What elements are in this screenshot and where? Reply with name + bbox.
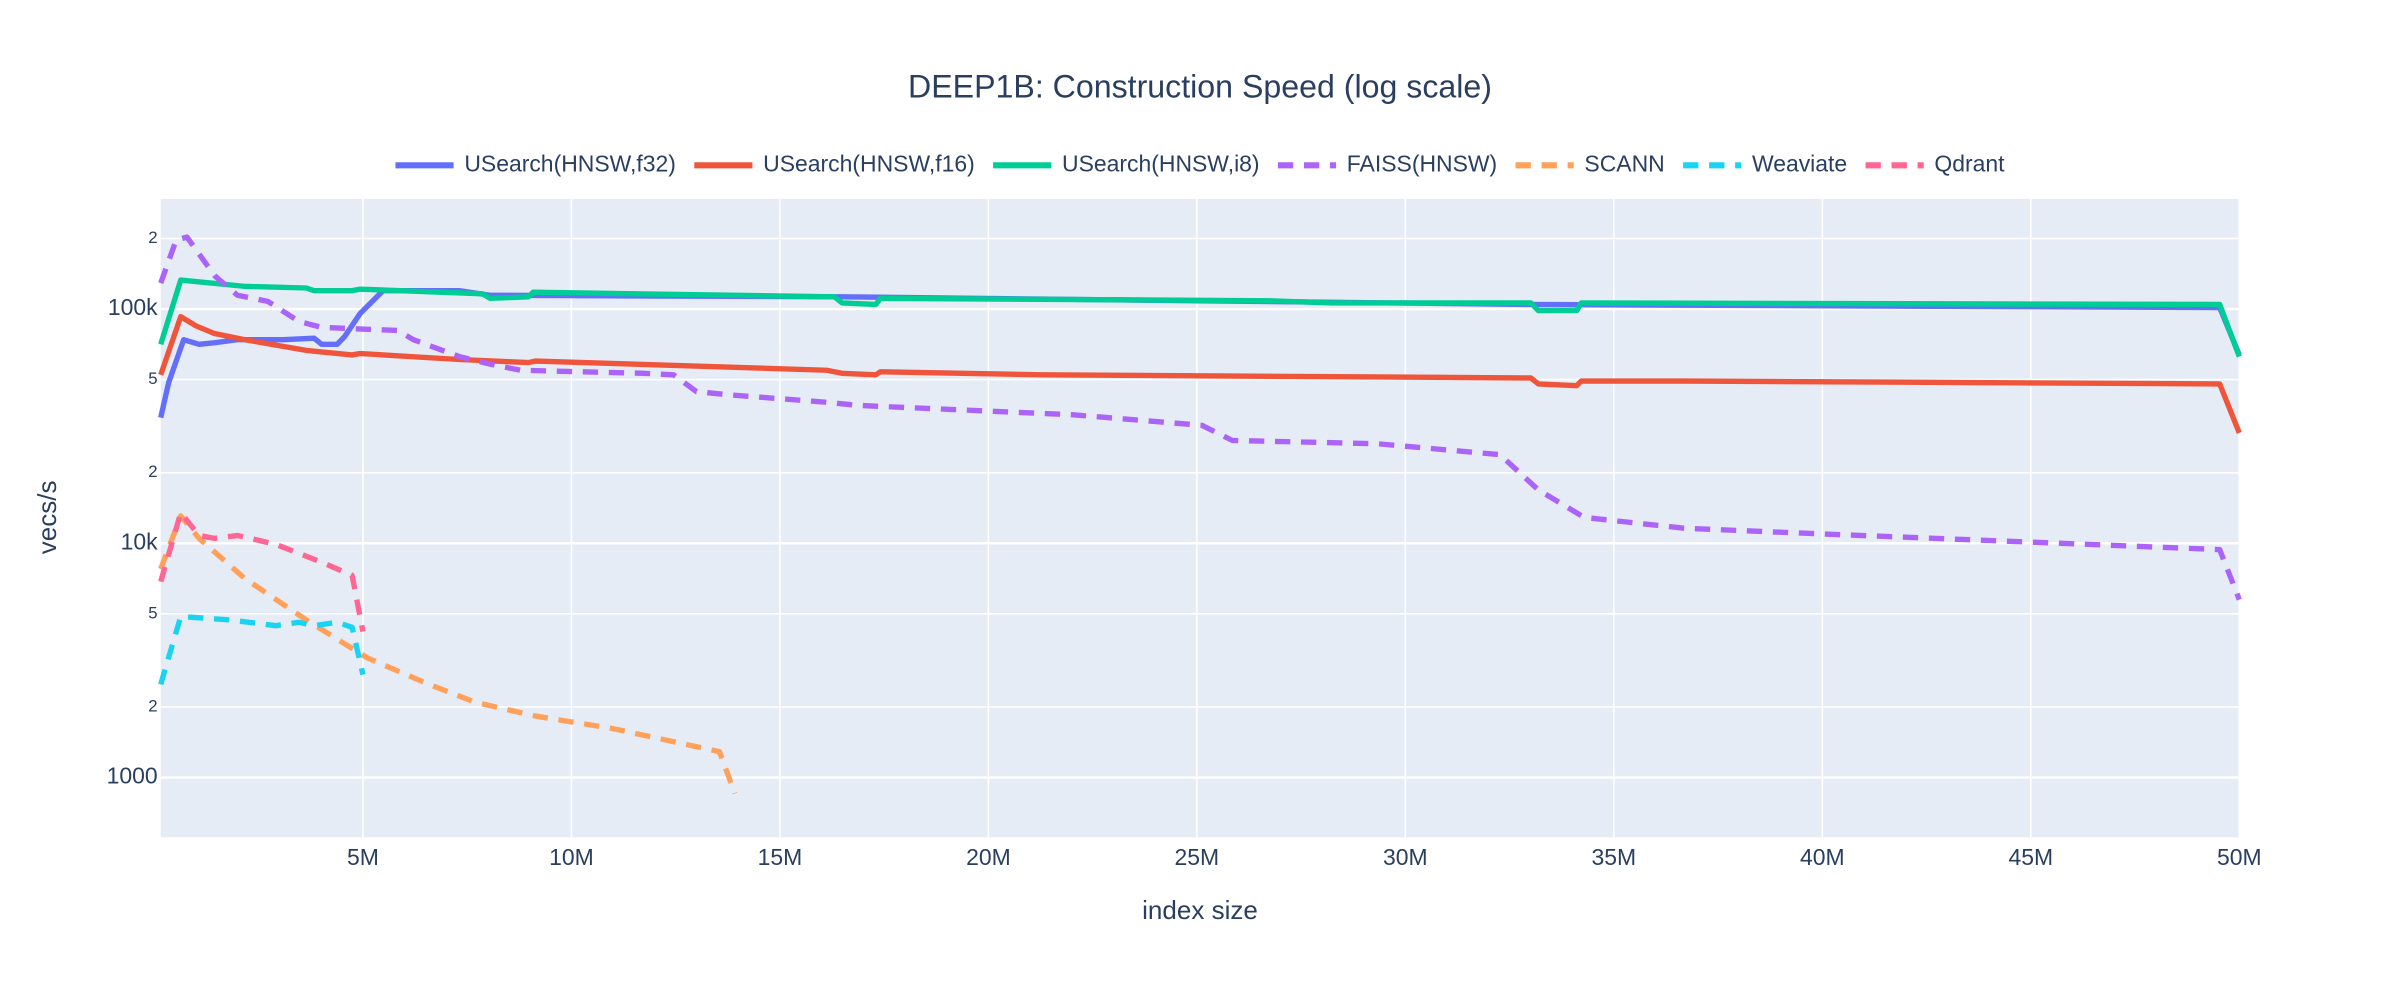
x-tick-label: 5M (347, 844, 379, 870)
x-tick-label: 10M (549, 844, 594, 870)
legend-item: Weaviate (1683, 150, 1847, 176)
series-line (158, 613, 366, 686)
y-tick-label: 100k (108, 294, 158, 320)
x-tick-label: 20M (966, 844, 1011, 870)
lines (158, 234, 2242, 795)
x-tick-label: 25M (1175, 844, 1220, 870)
legend-label: USearch(HNSW,f32) (464, 150, 676, 176)
legend: USearch(HNSW,f32) USearch(HNSW,f16) USearc… (395, 150, 2005, 176)
legend-label: SCANN (1584, 150, 1664, 176)
y-tick-label: 5 (148, 603, 157, 622)
x-tick-label: 40M (1800, 844, 1845, 870)
legend-label: FAISS(HNSW) (1347, 150, 1497, 176)
y-tick-label: 10k (121, 528, 159, 554)
legend-item: USearch(HNSW,i8) (993, 150, 1260, 176)
legend-item: FAISS(HNSW) (1277, 150, 1497, 176)
series-line (158, 510, 366, 633)
x-tick-label: 35M (1592, 844, 1637, 870)
y-tick-label: 2 (148, 228, 157, 247)
x-tick-label: 30M (1383, 844, 1428, 870)
axes: 5M 10M 15M 20M 25M 30M 35M 40M 45M 50M 1000 2 5 10k 2 5… (107, 228, 2262, 870)
y-axis-label: vecs/s (32, 481, 62, 555)
series-line (158, 277, 2242, 358)
y-tick-label: 1000 (107, 763, 158, 789)
x-tick-label: 15M (758, 844, 803, 870)
series-line (158, 234, 2242, 601)
legend-label: Qdrant (1934, 150, 2005, 176)
chart-title: DEEP1B: Construction Speed (log scale) (908, 68, 1492, 104)
y-tick-label: 5 (148, 369, 157, 388)
x-axis-label: index size (1142, 895, 1258, 925)
series-line (158, 288, 2242, 419)
x-tick-label: 45M (2008, 844, 2053, 870)
legend-label: USearch(HNSW,f16) (763, 150, 975, 176)
x-tick-label: 50M (2217, 844, 2262, 870)
series-line (158, 313, 2242, 434)
legend-label: Weaviate (1752, 150, 1847, 176)
legend-item: USearch(HNSW,f16) (694, 150, 975, 176)
legend-item: Qdrant (1865, 150, 2005, 176)
series-line (158, 513, 738, 795)
legend-item: USearch(HNSW,f32) (395, 150, 676, 176)
legend-label: USearch(HNSW,i8) (1062, 150, 1260, 176)
y-tick-label: 2 (148, 696, 157, 715)
legend-item: SCANN (1515, 150, 1665, 176)
y-tick-label: 2 (148, 462, 157, 481)
